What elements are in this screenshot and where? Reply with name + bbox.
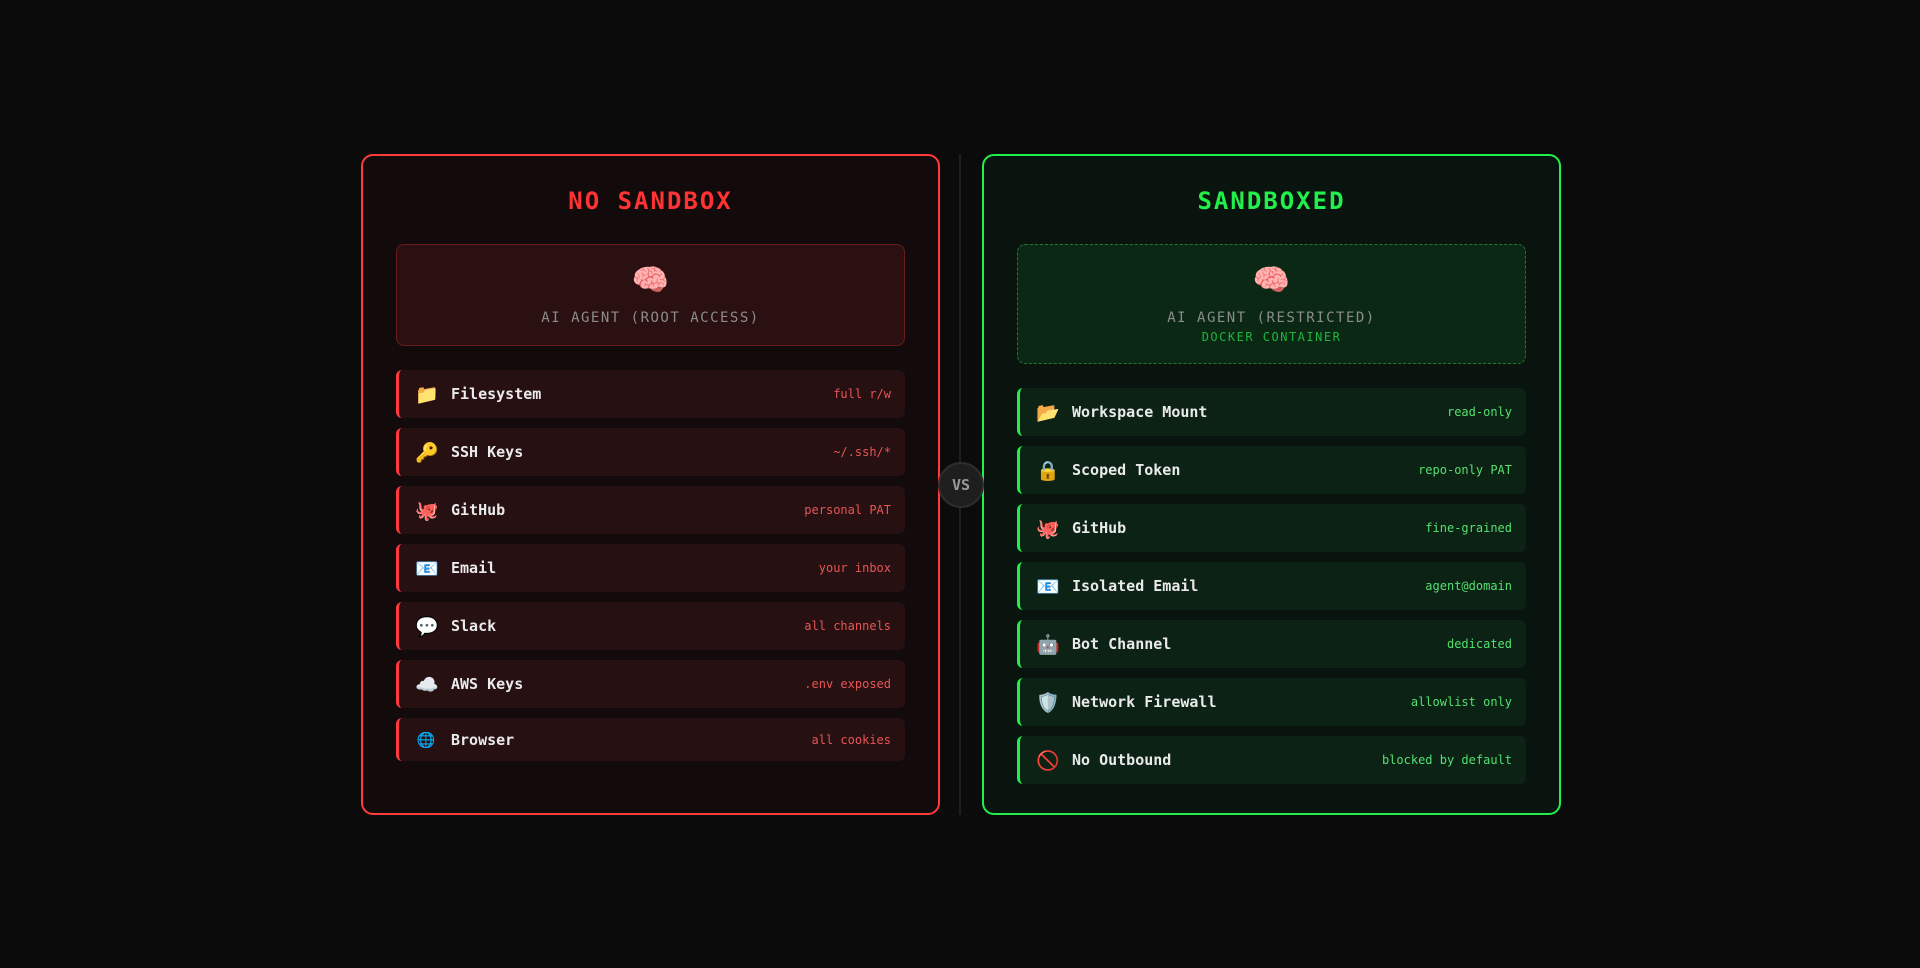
robot-icon: 🤖: [1036, 633, 1060, 656]
email-icon: 📧: [1036, 575, 1060, 598]
folder-icon: 📁: [415, 383, 439, 406]
item-label: AWS Keys: [451, 675, 524, 693]
agent-sublabel: DOCKER CONTAINER: [1201, 330, 1342, 344]
agent-box: 🧠 AI AGENT (ROOT ACCESS): [396, 244, 905, 346]
item-label: Bot Channel: [1072, 635, 1172, 653]
agent-box: 🧠 AI AGENT (RESTRICTED) DOCKER CONTAINER: [1017, 244, 1526, 364]
vs-badge: VS: [938, 462, 984, 508]
item-label: Workspace Mount: [1072, 403, 1208, 421]
item-value: blocked by default: [1381, 753, 1512, 767]
cloud-icon: ☁️: [415, 673, 439, 696]
item-label: Browser: [451, 730, 515, 749]
list-item: 🔑 SSH Keys ~/.ssh/*: [396, 428, 905, 476]
item-value: fine-grained: [1425, 521, 1512, 535]
item-label: No Outbound: [1072, 751, 1172, 769]
item-value: your inbox: [818, 561, 891, 575]
item-label: GitHub: [1072, 519, 1127, 537]
open-folder-icon: 📂: [1036, 401, 1060, 424]
no-sandbox-panel: NO SANDBOX 🧠 AI AGENT (ROOT ACCESS) 📁 Fil…: [361, 154, 940, 815]
item-value: dedicated: [1446, 637, 1512, 651]
item-label: Network Firewall: [1072, 693, 1217, 711]
key-icon: 🔑: [415, 441, 439, 464]
brain-icon: 🧠: [1252, 263, 1291, 298]
item-label: Slack: [451, 617, 497, 635]
email-icon: 📧: [415, 557, 439, 580]
item-value: personal PAT: [804, 503, 891, 517]
lock-icon: 🔒: [1036, 459, 1060, 482]
item-label: GitHub: [451, 501, 506, 519]
list-item: 🌐 Browser all cookies: [396, 718, 905, 761]
sandboxed-panel: SANDBOXED 🧠 AI AGENT (RESTRICTED) DOCKER…: [982, 154, 1561, 815]
access-list: 📂 Workspace Mount read-only 🔒 Scoped Token re…: [1017, 388, 1526, 784]
item-label: Scoped Token: [1072, 461, 1181, 479]
list-item: 📧 Isolated Email agent@domain: [1017, 562, 1526, 610]
item-label: Filesystem: [451, 385, 542, 403]
panel-title: NO SANDBOX: [568, 187, 733, 215]
octopus-icon: 🐙: [415, 499, 439, 522]
list-item: 💬 Slack all channels: [396, 602, 905, 650]
list-item: 📂 Workspace Mount read-only: [1017, 388, 1526, 436]
panel-title: SANDBOXED: [1197, 187, 1346, 215]
item-value: read-only: [1446, 405, 1512, 419]
item-value: ~/.ssh/*: [833, 445, 891, 459]
item-label: Email: [451, 559, 497, 577]
item-value: repo-only PAT: [1418, 463, 1512, 477]
item-value: all channels: [804, 619, 891, 633]
brain-icon: 🧠: [631, 263, 670, 298]
list-item: 🤖 Bot Channel dedicated: [1017, 620, 1526, 668]
item-value: all cookies: [811, 732, 891, 747]
access-list: 📁 Filesystem full r/w 🔑 SSH Keys ~/.ssh/* 🐙 Git…: [396, 370, 905, 761]
item-label: Isolated Email: [1072, 577, 1199, 595]
agent-label: AI AGENT (ROOT ACCESS): [541, 310, 760, 326]
item-value: full r/w: [833, 387, 891, 401]
list-item: 🔒 Scoped Token repo-only PAT: [1017, 446, 1526, 494]
list-item: 🛡️ Network Firewall allowlist only: [1017, 678, 1526, 726]
list-item: 🐙 GitHub fine-grained: [1017, 504, 1526, 552]
speech-bubble-icon: 💬: [415, 615, 439, 638]
octopus-icon: 🐙: [1036, 517, 1060, 540]
list-item: 📧 Email your inbox: [396, 544, 905, 592]
item-value: agent@domain: [1425, 579, 1512, 593]
item-label: SSH Keys: [451, 443, 524, 461]
item-value: allowlist only: [1410, 695, 1512, 709]
list-item: 🚫 No Outbound blocked by default: [1017, 736, 1526, 784]
item-value: .env exposed: [804, 677, 891, 691]
list-item: ☁️ AWS Keys .env exposed: [396, 660, 905, 708]
agent-label: AI AGENT (RESTRICTED): [1167, 310, 1376, 326]
globe-icon: 🌐: [416, 730, 436, 749]
shield-icon: 🛡️: [1036, 691, 1060, 714]
prohibited-icon: 🚫: [1036, 749, 1060, 772]
list-item: 🐙 GitHub personal PAT: [396, 486, 905, 534]
list-item: 📁 Filesystem full r/w: [396, 370, 905, 418]
